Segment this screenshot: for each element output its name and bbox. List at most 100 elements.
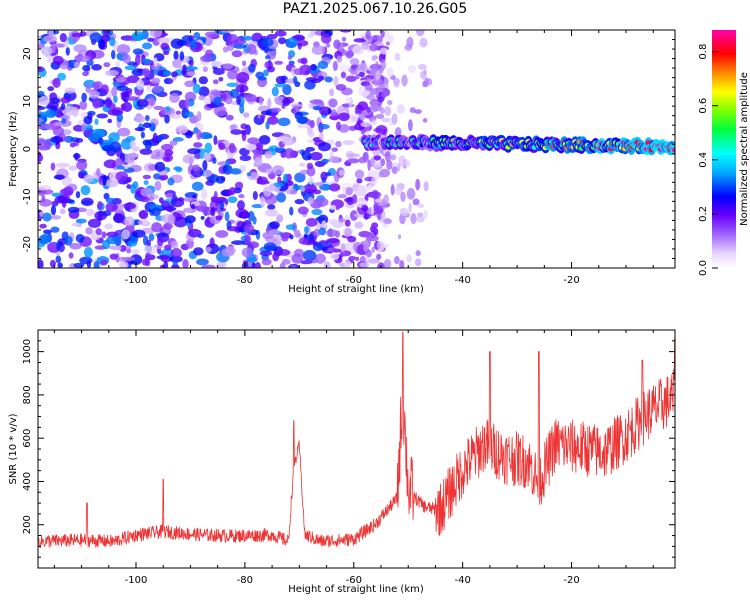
heatmap-noise-cell	[160, 143, 174, 152]
heatmap-noise-cell	[169, 113, 182, 119]
heatmap-noise-cell	[50, 162, 56, 171]
y-tick-label: -20	[22, 236, 33, 252]
heatmap-noise-cell	[96, 168, 101, 177]
heatmap-noise-cell	[74, 152, 79, 161]
heatmap-noise-cell	[53, 174, 65, 180]
heatmap-noise-cell	[317, 75, 325, 81]
heatmap-noise-cell	[325, 43, 331, 48]
heatmap-noise-cell	[184, 207, 193, 213]
heatmap-noise-cell	[104, 223, 113, 230]
heatmap-noise-cell	[175, 167, 183, 173]
heatmap-noise-cell	[103, 159, 118, 169]
heatmap-noise-cell	[283, 148, 295, 159]
heatmap-noise-cell	[143, 245, 158, 255]
heatmap-noise-cell	[85, 84, 92, 94]
heatmap-noise-cell	[82, 71, 89, 77]
heatmap-noise-cell	[423, 209, 428, 219]
heatmap-noise-cell	[371, 56, 377, 62]
heatmap-noise-cell	[50, 215, 62, 220]
colorbar-tick-label: 0.0	[698, 260, 709, 276]
heatmap-noise-cell	[298, 162, 306, 167]
heatmap-noise-cell	[240, 211, 250, 219]
heatmap-noise-cell	[355, 256, 360, 262]
heatmap-noise-cell	[258, 96, 264, 106]
heatmap-noise-cell	[71, 106, 79, 117]
heatmap-noise-cell	[141, 42, 153, 50]
y-tick-label: 800	[22, 385, 33, 404]
heatmap-noise-cell	[229, 168, 242, 175]
heatmap-noise-cell	[169, 140, 178, 146]
heatmap-noise-cell	[203, 151, 212, 162]
heatmap-noise-cell	[321, 246, 328, 252]
heatmap-noise-cell	[247, 43, 257, 55]
heatmap-noise-cell	[146, 84, 151, 92]
heatmap-noise-cell	[327, 247, 335, 252]
heatmap-noise-cell	[182, 154, 195, 164]
heatmap-noise-cell	[141, 68, 151, 77]
heatmap-noise-cell	[280, 232, 292, 239]
heatmap-noise-cell	[115, 77, 126, 83]
heatmap-noise-cell	[87, 110, 96, 116]
x-tick-label: -20	[563, 575, 579, 586]
heatmap-noise-cell	[108, 132, 120, 143]
heatmap-noise-cell	[144, 139, 152, 150]
heatmap-noise-cell	[224, 211, 230, 222]
heatmap-noise-cell	[47, 243, 60, 248]
heatmap-noise-cell	[218, 76, 224, 82]
heatmap-noise-cell	[390, 154, 397, 161]
heatmap-noise-cell	[301, 150, 311, 161]
heatmap-noise-cell	[272, 252, 280, 262]
heatmap-noise-cell	[205, 180, 215, 186]
heatmap-noise-cell	[121, 229, 130, 240]
heatmap-noise-cell	[56, 241, 62, 252]
heatmap-noise-cell	[61, 118, 67, 124]
heatmap-noise-cell	[261, 37, 274, 48]
heatmap-noise-cell	[49, 92, 58, 101]
heatmap-noise-cell	[73, 44, 87, 53]
heatmap-noise-cell	[300, 186, 306, 192]
heatmap-noise-cell	[230, 129, 243, 135]
heatmap-noise-cell	[205, 49, 214, 57]
heatmap-noise-cell	[309, 99, 323, 105]
heatmap-noise-cell	[332, 60, 338, 72]
heatmap-noise-cell	[118, 261, 129, 268]
heatmap-noise-cell	[292, 76, 298, 84]
heatmap-noise-cell	[166, 204, 175, 213]
heatmap-noise-cell	[336, 121, 341, 131]
heatmap-noise-cell	[227, 69, 238, 80]
heatmap-noise-cell	[159, 174, 169, 181]
colorbar-ticks: 0.0 0.2 0.4 0.6 0.8	[698, 44, 718, 276]
heatmap-noise-cell	[422, 118, 428, 123]
snr-x-label: Height of straight line (km)	[288, 584, 424, 595]
colorbar: 0.0 0.2 0.4 0.6 0.8 Normalized spectral ampl…	[698, 30, 750, 276]
heatmap-noise-cell	[377, 202, 385, 207]
heatmap-noise-cell	[196, 129, 202, 141]
heatmap-noise-cell	[228, 187, 237, 195]
heatmap-noise-cell	[202, 66, 208, 73]
x-tick-label: -80	[237, 275, 253, 286]
heatmap-noise-cell	[78, 172, 85, 179]
heatmap-noise-cell	[362, 239, 369, 252]
heatmap-noise-cell	[300, 57, 308, 65]
heatmap-noise-cell	[231, 50, 243, 58]
heatmap-noise-cell	[357, 101, 369, 111]
heatmap-noise-cell	[218, 142, 226, 151]
heatmap-noise-cell	[163, 70, 171, 76]
heatmap-noise-cell	[305, 217, 318, 227]
heatmap-noise-cell	[307, 196, 314, 205]
heatmap-noise-cell	[187, 148, 201, 155]
heatmap-noise-cell	[386, 67, 394, 78]
heatmap-noise-cell	[281, 236, 289, 242]
heatmap-noise-cell	[170, 240, 179, 249]
heatmap-noise-cell	[276, 192, 287, 203]
heatmap-noise-cell	[127, 240, 138, 247]
heatmap-noise-cell	[375, 125, 388, 135]
heatmap-noise-cell	[371, 189, 379, 200]
x-tick-label: -40	[454, 575, 470, 586]
heatmap-noise-cell	[131, 31, 145, 41]
heatmap-noise-cell	[215, 230, 229, 238]
heatmap-x-label: Height of straight line (km)	[288, 284, 424, 295]
heatmap-noise-cell	[210, 206, 216, 217]
heatmap-noise-cell	[55, 162, 70, 168]
heatmap-noise-cell	[423, 181, 429, 192]
